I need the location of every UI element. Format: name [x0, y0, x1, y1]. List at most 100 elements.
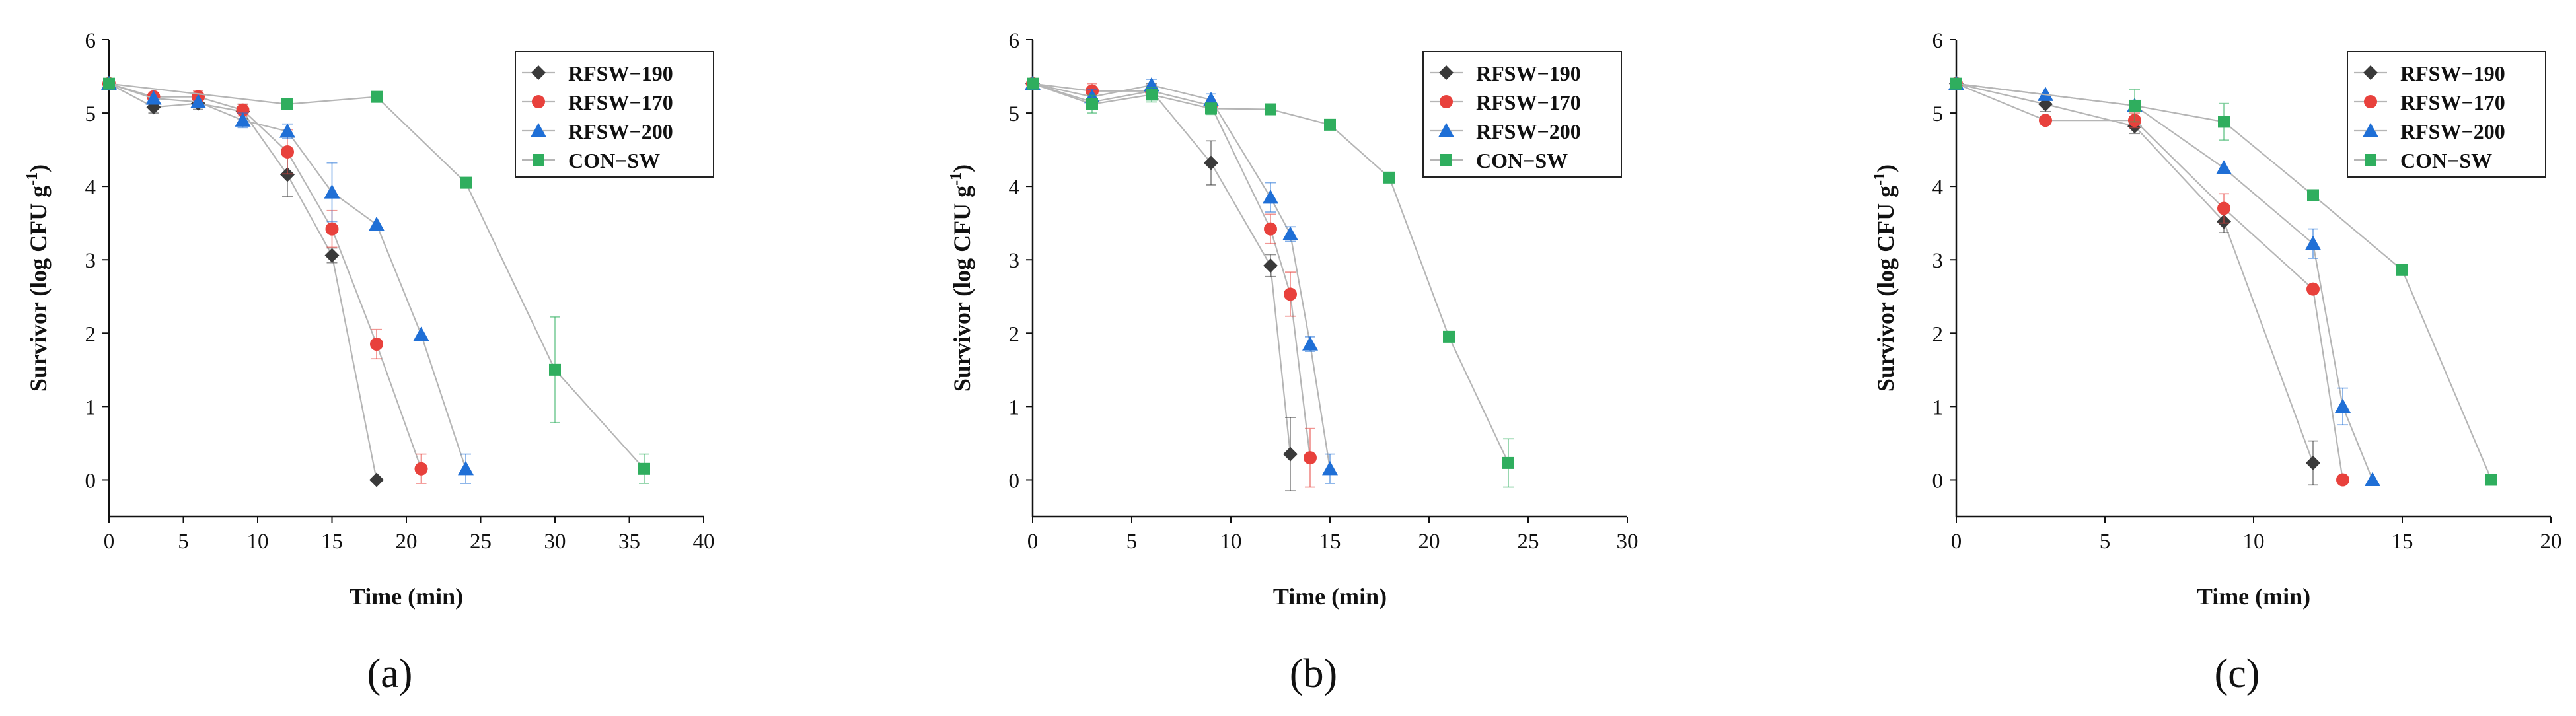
data-point	[1324, 118, 1336, 131]
y-axis-title-superscript: -1	[947, 172, 965, 186]
x-axis-title: Time (min)	[2197, 583, 2310, 610]
legend-label: RFSW−170	[2400, 90, 2505, 114]
data-point	[371, 90, 383, 103]
data-point	[324, 184, 340, 199]
panel-label: (a)	[367, 651, 413, 696]
legend-marker	[1439, 65, 1454, 80]
data-point	[1086, 98, 1098, 110]
data-point	[1205, 102, 1217, 115]
data-point	[1283, 447, 1298, 462]
legend-marker	[1440, 95, 1453, 108]
y-tick-label: 3	[1009, 249, 1020, 273]
legend-marker	[533, 154, 544, 166]
y-axis-title: Survivor (log CFU g-1)	[1871, 164, 1899, 392]
data-point	[2038, 87, 2053, 101]
y-axis-title-main: Survivor (log CFU g	[25, 186, 52, 392]
data-point	[1264, 222, 1277, 236]
legend-item: RFSW−200	[522, 120, 673, 143]
chart-panel-b: 0 5 10 15 20 25 30 0 1 2 3 4 5 6 Time (min) Survivor (l…	[947, 29, 1638, 696]
y-tick-label: 0	[85, 469, 96, 493]
data-point	[2129, 99, 2141, 112]
legend: RFSW−190 RFSW−170 RFSW−200 CON−SW	[2347, 51, 2546, 178]
panel-label: (b)	[1290, 651, 1337, 696]
y-tick-label: 4	[1009, 176, 1020, 199]
series-line	[1956, 83, 2374, 480]
x-tick-label: 10	[247, 530, 269, 554]
x-tick-label: 10	[2243, 530, 2265, 554]
series-rfsw-190	[102, 76, 384, 487]
y-axis-title-main: Survivor (log CFU g	[949, 186, 975, 392]
data-point	[2307, 189, 2319, 201]
y-tick-label: 3	[1932, 249, 1944, 273]
legend-item: RFSW−190	[522, 61, 673, 85]
legend-item: CON−SW	[2354, 149, 2492, 172]
legend-marker	[1438, 123, 1454, 137]
x-tick-label: 0	[104, 530, 115, 554]
data-point	[1284, 287, 1297, 301]
legend-item: RFSW−200	[2354, 120, 2505, 143]
legend-label: CON−SW	[568, 149, 660, 172]
legend-marker	[531, 65, 546, 80]
y-tick-label: 5	[85, 102, 96, 126]
series-line	[108, 83, 645, 470]
y-axis-title-end: )	[25, 164, 52, 172]
y-axis-title-superscript: -1	[24, 172, 41, 186]
series-rfsw-190	[1949, 76, 2320, 486]
data-point	[1322, 460, 1338, 476]
data-point	[1265, 103, 1276, 116]
data-point	[280, 167, 295, 182]
data-point	[2396, 264, 2408, 276]
data-point	[2306, 282, 2320, 296]
data-point	[369, 472, 384, 487]
y-tick-label: 0	[1932, 469, 1944, 493]
data-point	[279, 123, 295, 138]
data-point	[2336, 473, 2349, 487]
x-tick-label: 0	[1951, 530, 1962, 554]
series-con-sw	[1027, 77, 1514, 488]
data-point	[370, 337, 383, 351]
legend-label: RFSW−190	[2400, 61, 2505, 85]
data-point	[325, 222, 339, 236]
series-con-sw	[103, 77, 650, 484]
legend-item: RFSW−170	[522, 90, 673, 114]
y-tick-label: 2	[1009, 322, 1020, 346]
data-point	[2305, 235, 2321, 250]
data-point	[414, 462, 428, 476]
legend-item: RFSW−170	[1430, 90, 1581, 114]
legend-label: RFSW−190	[568, 61, 673, 85]
legend-label: CON−SW	[2400, 149, 2492, 172]
x-tick-label: 15	[2392, 530, 2413, 554]
legend-label: RFSW−190	[1476, 61, 1581, 85]
legend-label: CON−SW	[1476, 149, 1568, 172]
data-point	[1383, 171, 1395, 184]
y-tick-label: 1	[1009, 396, 1020, 419]
legend-marker	[532, 95, 545, 108]
data-point	[1950, 77, 1962, 90]
series-line	[1032, 83, 1292, 454]
data-point	[1302, 336, 1318, 351]
data-point	[281, 145, 294, 159]
panel-label: (c)	[2215, 651, 2260, 696]
y-tick-label: 5	[1932, 102, 1944, 126]
y-axis-title-end: )	[1872, 164, 1899, 172]
data-point	[103, 77, 115, 90]
data-point	[460, 176, 472, 189]
data-point	[458, 460, 474, 476]
x-tick-label: 5	[2100, 530, 2111, 554]
data-point	[1027, 77, 1039, 90]
series-rfsw-170	[1950, 77, 2349, 487]
legend-marker	[531, 123, 546, 137]
x-tick-label: 15	[321, 530, 343, 554]
legend-marker	[2363, 123, 2378, 137]
series-line	[1956, 83, 2344, 480]
x-tick-label: 25	[1518, 530, 1539, 554]
legend: RFSW−190 RFSW−170 RFSW−200 CON−SW	[515, 51, 714, 178]
legend-item: RFSW−170	[2354, 90, 2505, 114]
data-point	[2039, 114, 2052, 127]
data-point	[2365, 472, 2380, 487]
legend-item: RFSW−190	[1430, 61, 1581, 85]
data-point	[413, 326, 429, 341]
legend-label: RFSW−200	[1476, 120, 1581, 143]
y-tick-label: 6	[1932, 29, 1944, 53]
series-con-sw	[1950, 77, 2497, 486]
